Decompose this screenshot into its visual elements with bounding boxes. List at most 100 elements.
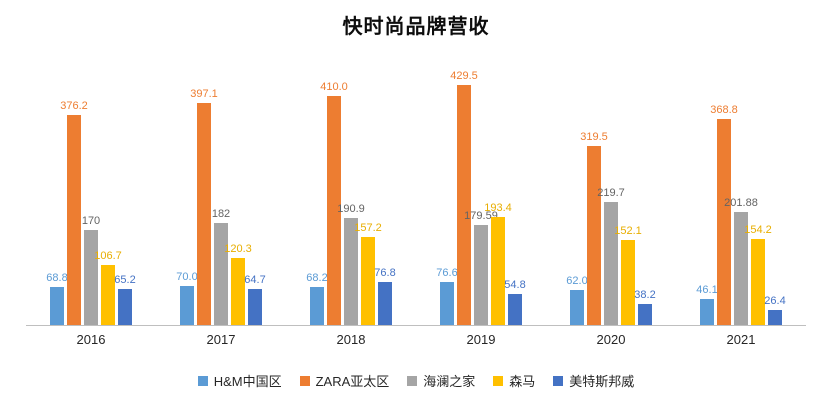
bar-slot: 179.59 [464,210,498,325]
bar-ZARA亚太区 [67,115,81,325]
legend-item: 森马 [493,371,535,390]
bar-slot: 429.5 [450,70,478,325]
legend-item: 美特斯邦威 [553,371,634,390]
bar-value-label: 38.2 [634,289,656,301]
legend-label: 美特斯邦威 [569,374,635,389]
legend-item: 海澜之家 [407,371,475,390]
bar-group-2016: 68.8 376.2 170 106.7 65.2 [26,100,156,325]
bar-森马 [361,237,375,325]
bar-ZARA亚太区 [717,119,731,325]
legend-label: ZARA亚太区 [315,374,390,389]
bar-value-label: 68.2 [306,272,328,284]
bar-value-label: 429.5 [450,70,478,82]
bar-slot: 219.7 [597,187,625,325]
bar-ZARA亚太区 [197,103,211,325]
bar-value-label: 376.2 [60,100,88,112]
bar-H&M中国区 [570,290,584,325]
bar-美特斯邦威 [118,289,132,325]
bar-value-label: 154.2 [744,224,772,236]
bar-H&M中国区 [700,299,714,325]
chart-title: 快时尚品牌营收 [342,16,490,38]
bar-slot: 152.1 [614,225,642,325]
x-axis-label: 2018 [336,332,366,347]
bar-value-label: 152.1 [614,225,642,237]
bar-value-label: 120.3 [224,243,252,255]
bar-H&M中国区 [310,287,324,325]
bar-value-label: 201.88 [724,197,758,209]
bar-slot: 190.9 [337,203,365,325]
bar-value-label: 157.2 [354,222,382,234]
bar-slot: 376.2 [60,100,88,325]
bar-value-label: 397.1 [190,88,218,100]
bar-value-label: 182 [211,208,231,220]
bar-森马 [231,258,245,325]
bar-H&M中国区 [50,287,64,325]
bar-group-2021: 46.1 368.8 201.88 154.2 26.4 [676,104,806,325]
bar-海澜之家 [84,230,98,325]
legend-label: 海澜之家 [423,374,476,389]
legend-swatch-icon [197,375,208,386]
bar-slot: 62.0 [566,275,588,325]
bar-slot: 54.8 [504,279,526,325]
x-axis-label: 2019 [466,332,496,347]
bar-value-label: 68.8 [46,272,68,284]
bar-slot: 397.1 [190,88,218,325]
bar-slot: 410.0 [320,81,348,325]
bar-slot: 201.88 [724,197,758,325]
bar-slot: 68.8 [46,272,68,325]
x-axis-label: 2016 [76,332,106,347]
bar-value-label: 190.9 [337,203,365,215]
bar-ZARA亚太区 [327,96,341,325]
bar-slot: 70.0 [176,271,198,325]
bar-value-label: 179.59 [464,210,498,222]
bar-森马 [101,265,115,325]
bar-海澜之家 [604,202,618,325]
bar-slot: 157.2 [354,222,382,325]
legend-swatch-icon [299,375,310,386]
bar-value-label: 219.7 [597,187,625,199]
bar-slot: 65.2 [114,274,136,325]
bar-森马 [751,239,765,325]
bar-group-2018: 68.2 410.0 190.9 157.2 76.8 [286,81,416,325]
bar-value-label: 62.0 [566,275,588,287]
bar-value-label: 319.5 [580,131,608,143]
bar-美特斯邦威 [248,289,262,325]
bar-slot: 76.8 [374,267,396,325]
bar-slot: 154.2 [744,224,772,325]
bar-海澜之家 [214,223,228,325]
bar-美特斯邦威 [378,282,392,325]
bar-group-2019: 76.6 429.5 179.59 193.4 54.8 [416,70,546,325]
bar-海澜之家 [474,225,488,325]
bar-value-label: 368.8 [710,104,738,116]
bar-ZARA亚太区 [457,85,471,325]
bar-slot: 120.3 [224,243,252,325]
bar-value-label: 26.4 [764,295,786,307]
bar-value-label: 76.6 [436,267,458,279]
bar-slot: 319.5 [580,131,608,325]
bar-value-label: 54.8 [504,279,526,291]
bar-value-label: 64.7 [244,274,266,286]
bar-value-label: 106.7 [94,250,122,262]
bar-value-label: 65.2 [114,274,136,286]
bar-slot: 38.2 [634,289,656,325]
legend-item: H&M中国区 [197,371,282,390]
bar-value-label: 193.4 [484,202,512,214]
bar-value-label: 46.1 [696,284,718,296]
legend-label: 森马 [509,374,536,389]
bar-group-2020: 62.0 319.5 219.7 152.1 38.2 [546,131,676,325]
legend-swatch-icon [553,375,564,386]
bar-slot: 26.4 [764,295,786,325]
bar-slot: 68.2 [306,272,328,325]
bar-slot: 46.1 [696,284,718,325]
bar-slot: 193.4 [484,202,512,325]
bar-美特斯邦威 [768,310,782,325]
bar-group-2017: 70.0 397.1 182 120.3 64.7 [156,88,286,325]
bar-海澜之家 [344,218,358,325]
bar-slot: 182 [212,208,230,325]
bar-slot: 64.7 [244,274,266,325]
legend-item: ZARA亚太区 [299,371,390,390]
bar-森马 [491,217,505,325]
bar-value-label: 410.0 [320,81,348,93]
bar-森马 [621,240,635,325]
